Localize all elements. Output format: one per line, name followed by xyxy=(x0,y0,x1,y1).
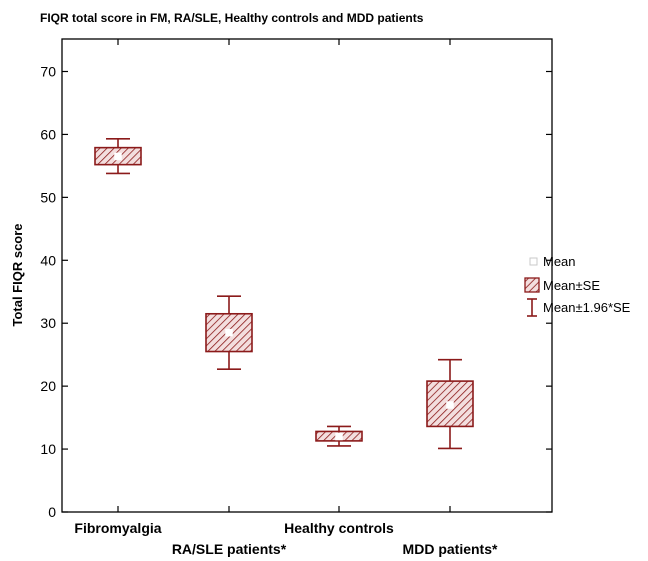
category-label: Healthy controls xyxy=(284,520,394,536)
mean-marker xyxy=(225,328,233,337)
y-tick-label: 60 xyxy=(40,126,56,142)
legend-se-swatch xyxy=(524,277,540,293)
mean-marker xyxy=(446,401,454,409)
box-series xyxy=(94,138,474,450)
box-2 xyxy=(205,295,253,370)
y-tick-label: 70 xyxy=(40,64,56,80)
category-label: Fibromyalgia xyxy=(74,520,161,536)
legend-ci-label: Mean±1.96*SE xyxy=(543,300,631,315)
x-axis xyxy=(117,39,451,512)
y-axis-label: Total FIQR score xyxy=(10,223,25,326)
mean-marker xyxy=(335,432,343,441)
legend: Mean Mean±SE Mean±1.96*SE xyxy=(524,254,631,317)
box-3 xyxy=(315,425,363,447)
category-label: RA/SLE patients* xyxy=(172,541,287,557)
y-tick-label: 10 xyxy=(40,441,56,457)
category-label: MDD patients* xyxy=(403,541,498,557)
category-labels: Fibromyalgia RA/SLE patients* Healthy cont… xyxy=(74,520,498,557)
legend-mean-label: Mean xyxy=(543,254,576,269)
y-tick-label: 20 xyxy=(40,378,56,394)
y-tick-label: 50 xyxy=(40,189,56,205)
chart-title: FIQR total score in FM, RA/SLE, Healthy … xyxy=(40,11,424,25)
y-tick-label: 40 xyxy=(40,252,56,268)
plot-frame xyxy=(61,38,553,513)
box-4 xyxy=(426,358,474,450)
mean-marker xyxy=(114,152,122,161)
legend-mean-swatch xyxy=(529,257,538,266)
y-tick-label: 30 xyxy=(40,315,56,331)
y-axis: 0 10 20 30 40 50 60 70 xyxy=(40,64,552,520)
box-1 xyxy=(94,138,142,175)
y-tick-label: 0 xyxy=(48,504,56,520)
legend-se-label: Mean±SE xyxy=(543,278,600,293)
legend-ci-swatch xyxy=(527,298,537,317)
